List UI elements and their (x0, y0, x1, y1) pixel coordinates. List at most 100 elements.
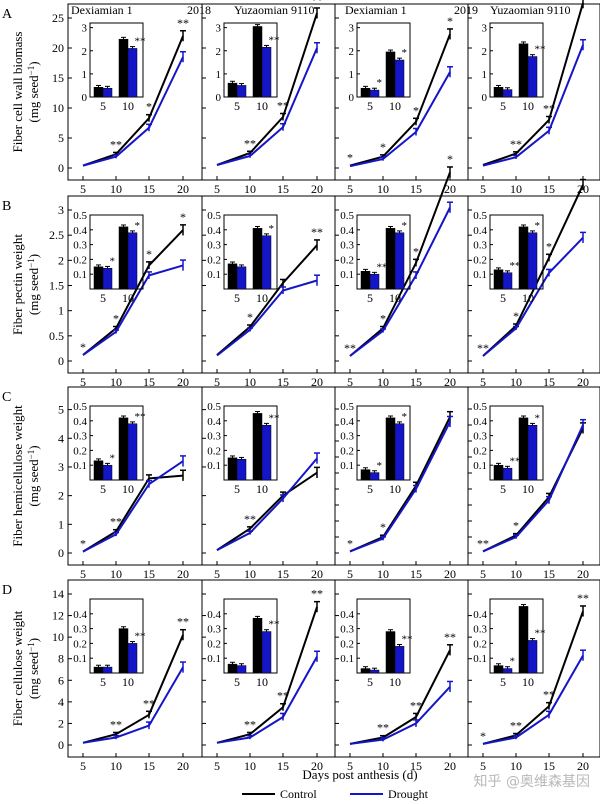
inset-x-tick-label: 10 (122, 482, 134, 496)
inset-y-tick-label: 0.5 (340, 401, 354, 413)
x-tick-label: 5 (480, 182, 486, 196)
significance-mark: ** (244, 136, 256, 150)
inset-y-tick-label: 0.3 (340, 431, 354, 443)
inset-x-tick-label: 5 (367, 291, 373, 305)
y-tick-label: 6 (58, 673, 64, 687)
inset-bar-control (252, 26, 263, 98)
inset-y-tick-label: 0.5 (73, 210, 87, 222)
y-tick-label: 0 (58, 354, 64, 368)
series-line-drought (482, 655, 584, 745)
series-line-drought (349, 421, 451, 553)
inset-y-tick-label: 0.2 (473, 254, 487, 266)
inset-bar-drought (127, 232, 138, 290)
x-tick-label: 5 (80, 182, 86, 196)
inset-bar-drought (502, 89, 513, 98)
x-tick-label: 15 (543, 759, 555, 773)
inset-bar-drought (369, 89, 380, 98)
y-tick-label: 10 (52, 101, 64, 115)
panel-C3: 5 10 15 20 * * 0.1 0.2 0.3 0.4 0.5 5 * 10 * (334, 386, 469, 581)
y-axis-unit: (mg seed−1) (26, 61, 41, 122)
inset-x-tick-label: 5 (100, 291, 106, 305)
x-tick-label: 15 (277, 567, 289, 581)
inset-frame (223, 598, 278, 674)
inset-y-tick-label: 0.3 (473, 240, 487, 252)
inset-significance-mark: ** (269, 619, 280, 631)
inset-x-tick-label: 10 (522, 675, 534, 689)
y-tick-label: 3 (58, 460, 64, 474)
inset-x-tick-label: 5 (500, 291, 506, 305)
inset-x-tick-label: 10 (256, 675, 268, 689)
x-tick-label: 10 (244, 567, 256, 581)
inset-bar-drought (261, 235, 272, 290)
x-axis-title: Days post anthesis (d) (302, 767, 417, 782)
inset-y-tick-label: 0.4 (340, 416, 354, 428)
inset-significance-mark: * (402, 47, 408, 59)
inset-bar-drought (369, 472, 380, 481)
inset-y-tick-label: 1 (349, 69, 355, 81)
inset-frame (223, 405, 278, 481)
inset-frame (89, 22, 144, 98)
y-tick-label: 1.5 (49, 279, 64, 293)
inset-frame (356, 405, 411, 481)
series-line-drought (482, 237, 584, 357)
inset-bar-control (518, 417, 529, 481)
inset-bar-drought (502, 467, 513, 481)
legend-drought-label: Drought (388, 787, 429, 801)
inset-y-tick-label: 0.1 (207, 269, 221, 281)
x-tick-label: 10 (510, 759, 522, 773)
series-line-drought (482, 424, 584, 553)
x-tick-label: 5 (214, 759, 220, 773)
inset-bar-control (93, 87, 104, 98)
significance-mark: * (80, 537, 86, 551)
x-tick-label: 5 (214, 182, 220, 196)
x-tick-label: 15 (410, 375, 422, 389)
inset-y-tick-label: 2 (349, 46, 355, 58)
inset-bar-drought (236, 85, 247, 98)
x-tick-label: 5 (214, 375, 220, 389)
y-tick-label: 2 (58, 253, 64, 267)
inset-y-tick-label: 3 (349, 23, 355, 35)
significance-mark: * (447, 152, 453, 166)
inset-bar-control (93, 266, 104, 290)
inset-significance-mark: * (110, 255, 116, 267)
inset-y-tick-label: 0.3 (340, 240, 354, 252)
inset-bar-drought (261, 47, 272, 98)
x-tick-label: 15 (143, 759, 155, 773)
x-tick-label: 15 (543, 567, 555, 581)
y-tick-label: 4 (58, 695, 64, 709)
y-tick-label: 20 (52, 41, 64, 55)
inset-y-tick-label: 0 (482, 92, 488, 104)
panel-frame (467, 3, 600, 181)
inset-y-tick-label: 0.2 (207, 254, 221, 266)
panel-C4: 5 10 15 20***0.10.20.30.40.55**10* (467, 386, 600, 581)
inset-bar-drought (502, 272, 513, 290)
x-tick-label: 20 (444, 375, 456, 389)
inset-y-tick-label: 0.2 (340, 445, 354, 457)
inset-y-tick-label: 0.4 (473, 416, 487, 428)
significance-mark: ** (311, 225, 323, 239)
inset-bar-drought (394, 646, 405, 674)
significance-mark: ** (110, 717, 122, 731)
significance-mark: * (413, 244, 419, 258)
x-tick-label: 10 (377, 375, 389, 389)
inset-y-tick-label: 1 (82, 69, 88, 81)
x-tick-label: 15 (277, 375, 289, 389)
inset-significance-mark: * (269, 223, 275, 235)
inset-x-tick-label: 5 (100, 675, 106, 689)
series-line-drought (216, 47, 318, 166)
significance-mark: ** (311, 587, 323, 601)
y-tick-label: 4 (58, 431, 64, 445)
inset-y-tick-label: 3 (216, 23, 222, 35)
inset-y-tick-label: 0.1 (340, 269, 354, 281)
inset-y-tick-label: 0.2 (73, 638, 87, 650)
inset-bar-control (252, 228, 263, 290)
year-1: 2018 (187, 3, 211, 17)
inset-y-tick-label: 0.3 (473, 624, 487, 636)
inset-frame (89, 214, 144, 290)
series-line-drought (82, 56, 184, 167)
inset-y-tick-label: 0.3 (207, 624, 221, 636)
x-tick-label: 15 (410, 567, 422, 581)
inset-y-tick-label: 0.1 (73, 269, 87, 281)
significance-mark: * (380, 312, 386, 326)
